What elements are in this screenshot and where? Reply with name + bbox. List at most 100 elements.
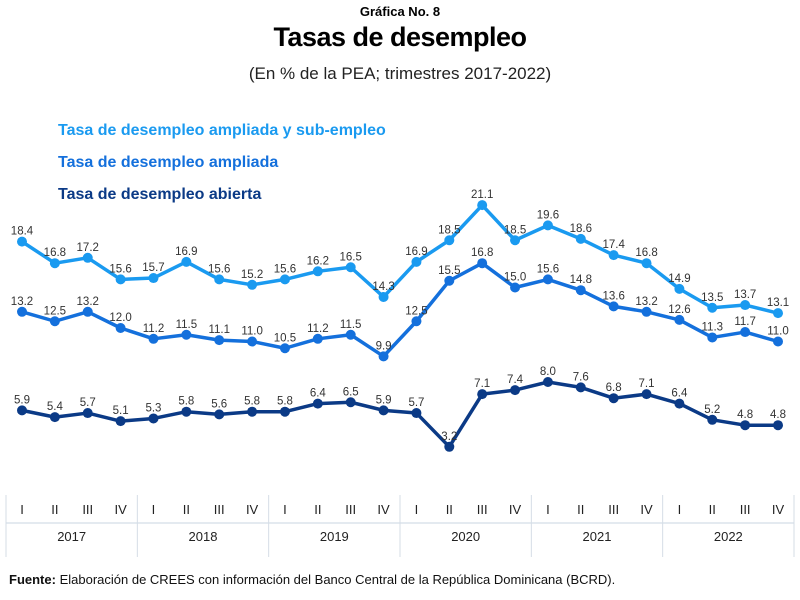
data-label: 17.2 bbox=[77, 242, 99, 254]
series-line-1 bbox=[21, 261, 779, 359]
data-point bbox=[575, 285, 586, 296]
data-point bbox=[542, 274, 553, 285]
data-label: 10.5 bbox=[274, 332, 296, 344]
data-label: 5.3 bbox=[145, 402, 161, 414]
quarter-label: I bbox=[415, 502, 419, 517]
quarter-label: III bbox=[740, 502, 751, 517]
legend: Tasa de desempleo ampliada y sub-empleo … bbox=[58, 120, 386, 216]
series-line-0 bbox=[21, 203, 779, 315]
year-label: 2018 bbox=[189, 529, 218, 544]
data-label: 16.2 bbox=[307, 255, 329, 267]
data-label: 15.6 bbox=[274, 263, 296, 275]
data-label: 8.0 bbox=[540, 366, 556, 378]
data-label: 19.6 bbox=[537, 209, 559, 221]
data-point bbox=[575, 382, 586, 393]
data-point bbox=[17, 405, 27, 416]
data-label: 11.2 bbox=[143, 323, 165, 335]
data-label: 6.4 bbox=[671, 388, 688, 400]
data-point bbox=[214, 274, 225, 285]
data-point bbox=[214, 409, 225, 420]
year-label: 2019 bbox=[320, 529, 349, 544]
data-point bbox=[608, 250, 619, 261]
data-label: 4.8 bbox=[737, 409, 753, 421]
chart-kicker: Gráfica No. 8 bbox=[359, 4, 441, 19]
data-point bbox=[411, 408, 422, 419]
data-point bbox=[148, 273, 159, 284]
data-label: 11.5 bbox=[340, 319, 362, 331]
data-label: 14.3 bbox=[372, 281, 394, 293]
data-label: 11.0 bbox=[241, 326, 263, 338]
data-point bbox=[148, 413, 159, 424]
data-point bbox=[181, 256, 192, 267]
series-line-2 bbox=[21, 380, 779, 449]
data-point bbox=[247, 336, 258, 347]
data-label: 21.1 bbox=[471, 189, 493, 201]
data-label: 15.2 bbox=[241, 269, 263, 281]
data-point bbox=[542, 220, 553, 231]
data-point bbox=[279, 274, 290, 285]
data-point bbox=[411, 256, 422, 267]
data-label: 7.1 bbox=[639, 378, 655, 390]
data-point bbox=[510, 235, 521, 246]
legend-item-abierta: Tasa de desempleo abierta bbox=[58, 186, 262, 203]
quarter-label: I bbox=[546, 502, 550, 517]
data-label: 16.8 bbox=[471, 247, 493, 259]
data-point bbox=[17, 306, 27, 317]
data-label: 7.6 bbox=[573, 371, 589, 383]
data-point bbox=[345, 262, 356, 273]
quarter-label: I bbox=[678, 502, 682, 517]
data-point bbox=[444, 275, 455, 286]
quarter-label: II bbox=[446, 502, 453, 517]
data-label: 15.5 bbox=[438, 265, 460, 277]
data-point bbox=[115, 274, 126, 285]
quarter-label: IV bbox=[377, 502, 390, 517]
data-point bbox=[674, 314, 685, 325]
quarter-label: I bbox=[20, 502, 24, 517]
data-point bbox=[82, 252, 93, 263]
data-point bbox=[49, 316, 60, 327]
data-label: 14.9 bbox=[668, 273, 690, 285]
data-label: 9.9 bbox=[376, 340, 392, 352]
data-label: 18.5 bbox=[504, 224, 526, 236]
data-label: 12.6 bbox=[668, 304, 690, 316]
data-label: 7.4 bbox=[507, 374, 524, 386]
data-label: 11.3 bbox=[702, 321, 724, 333]
data-point bbox=[740, 327, 751, 338]
data-label: 3.2 bbox=[441, 431, 457, 443]
data-label: 6.5 bbox=[343, 386, 359, 398]
data-point bbox=[542, 377, 553, 387]
quarter-label: II bbox=[709, 502, 716, 517]
source-label: Fuente: bbox=[9, 572, 56, 587]
chart-title: Tasas de desempleo bbox=[273, 22, 527, 52]
data-label: 11.1 bbox=[208, 324, 230, 336]
data-label: 6.8 bbox=[606, 382, 622, 394]
data-point bbox=[707, 302, 718, 313]
data-point bbox=[740, 420, 751, 431]
data-point bbox=[641, 389, 652, 400]
year-label: 2017 bbox=[57, 529, 86, 544]
data-label: 15.7 bbox=[142, 262, 164, 274]
quarter-label: III bbox=[82, 502, 93, 517]
data-point bbox=[82, 306, 93, 317]
quarter-label: III bbox=[214, 502, 225, 517]
data-point bbox=[279, 343, 290, 354]
data-point bbox=[674, 398, 685, 409]
data-label: 6.4 bbox=[310, 388, 327, 400]
data-label: 15.6 bbox=[208, 263, 230, 275]
data-point bbox=[378, 291, 389, 302]
source-text: Elaboración de CREES con información del… bbox=[55, 572, 616, 587]
quarter-label: II bbox=[314, 502, 321, 517]
data-label: 13.7 bbox=[734, 289, 756, 301]
quarter-label: IV bbox=[509, 502, 522, 517]
year-label: 2021 bbox=[583, 529, 612, 544]
data-point bbox=[345, 397, 356, 408]
data-label: 5.1 bbox=[113, 405, 129, 417]
data-label: 5.7 bbox=[408, 397, 424, 409]
data-label: 16.5 bbox=[340, 251, 362, 263]
data-label: 18.5 bbox=[438, 224, 460, 236]
data-point bbox=[773, 336, 784, 347]
data-label: 5.4 bbox=[47, 401, 64, 413]
data-label: 12.5 bbox=[405, 305, 427, 317]
quarter-label: I bbox=[152, 502, 156, 517]
